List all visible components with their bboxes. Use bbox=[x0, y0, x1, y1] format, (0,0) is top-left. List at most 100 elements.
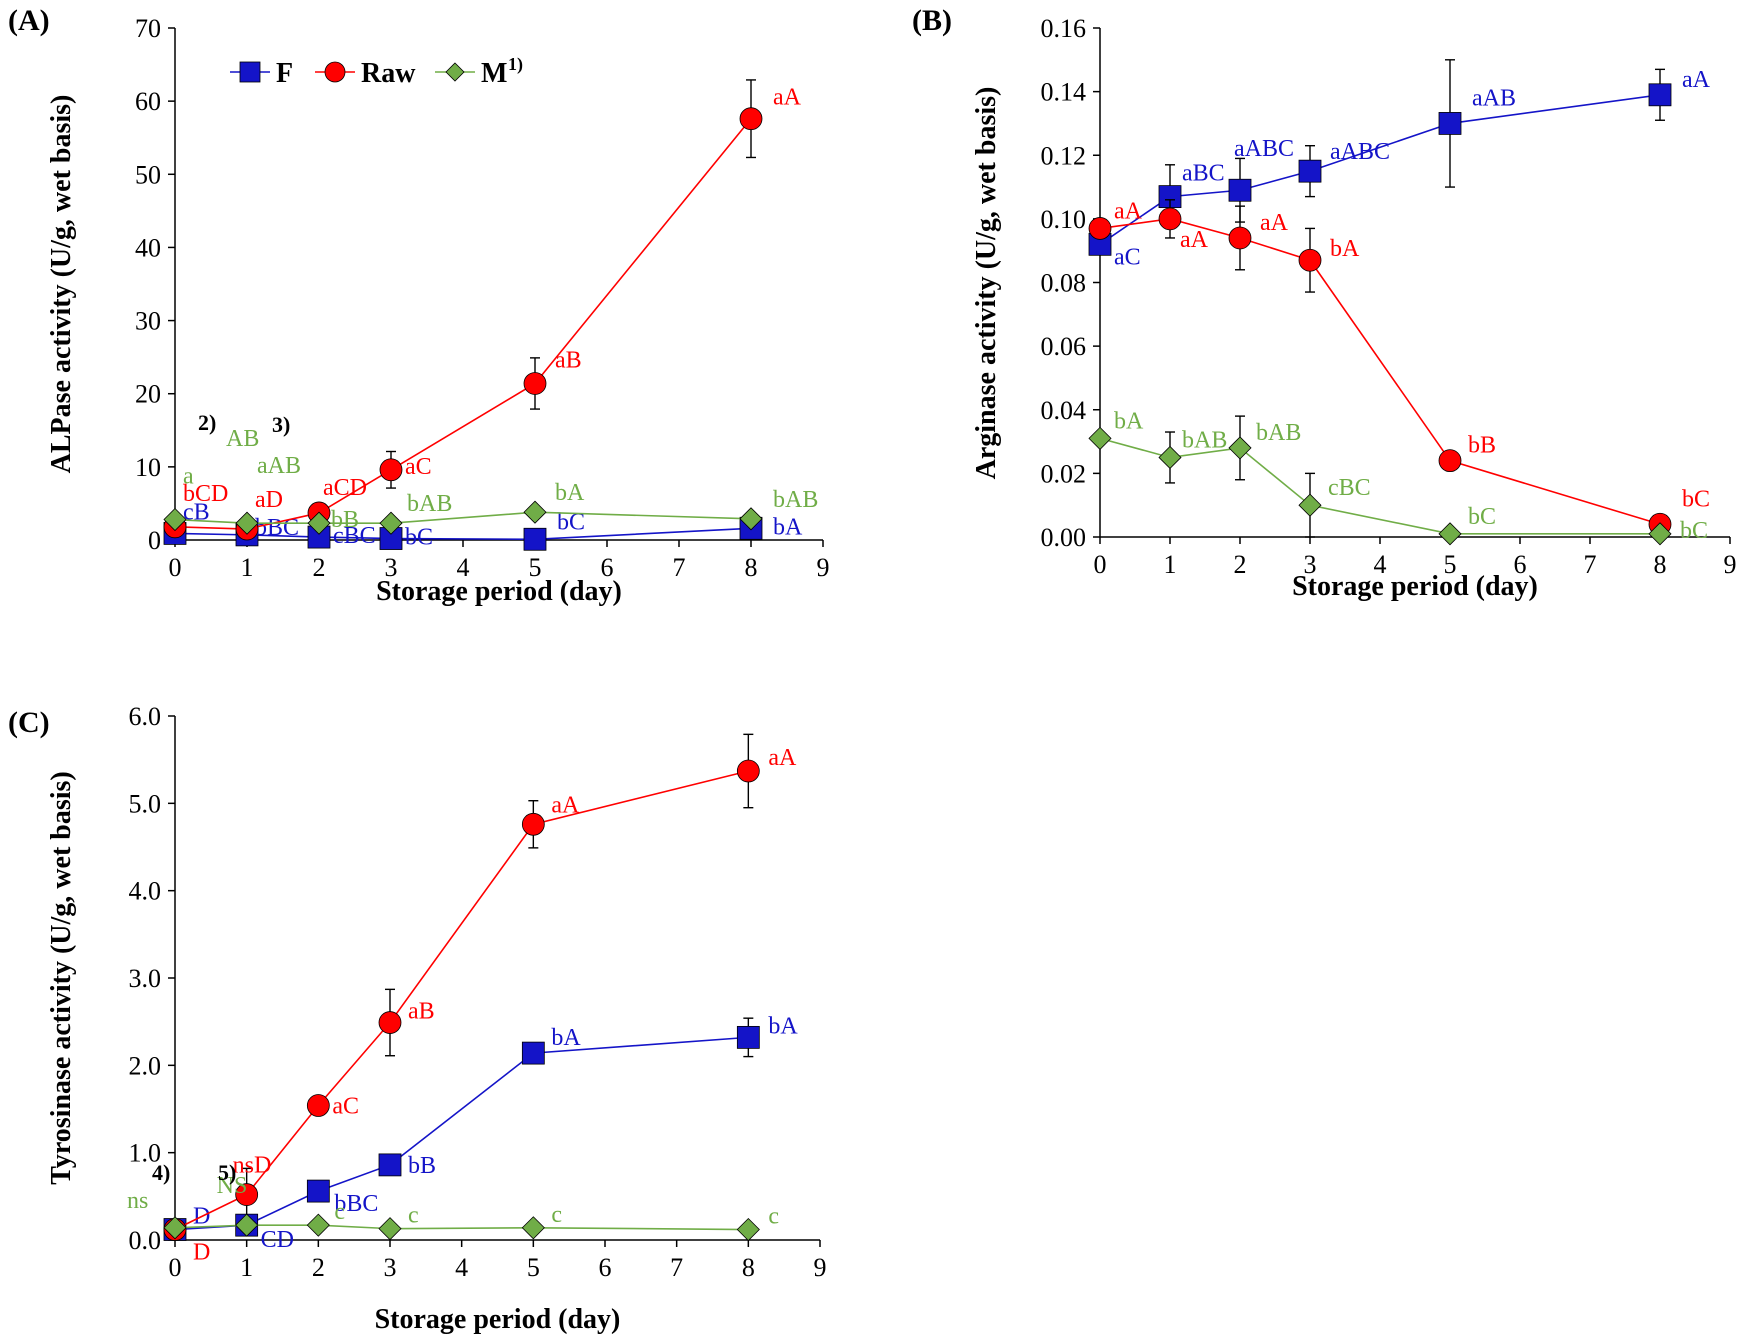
x-tick-label: 2 bbox=[1234, 550, 1247, 579]
data-label-f: aBC bbox=[1182, 161, 1225, 187]
y-tick-label: 1.0 bbox=[129, 1139, 162, 1168]
data-label-m: c bbox=[768, 1204, 779, 1230]
data-point-f bbox=[1648, 83, 1672, 107]
x-tick-label: 3 bbox=[1304, 550, 1317, 579]
x-tick-label: 9 bbox=[814, 1253, 827, 1282]
x-tick-label: 7 bbox=[1584, 550, 1597, 579]
y-tick-label: 30 bbox=[135, 307, 161, 336]
series-line-f bbox=[1099, 94, 1661, 245]
x-tick-label: 4 bbox=[457, 553, 470, 582]
y-tick-label: 0 bbox=[148, 526, 161, 555]
footnote-label: AB bbox=[226, 426, 259, 452]
data-point-m bbox=[736, 1217, 760, 1242]
series-m: a aAB bB bAB bA bAB bbox=[163, 453, 818, 535]
data-label-raw: aA bbox=[1114, 198, 1143, 224]
data-label-raw: bCD bbox=[183, 481, 228, 507]
data-label-raw: aA bbox=[1260, 210, 1289, 236]
legend-label: F bbox=[276, 58, 293, 89]
data-label-raw: aB bbox=[555, 347, 582, 373]
data-label-raw: aD bbox=[255, 487, 283, 513]
data-point-m bbox=[1088, 426, 1112, 450]
data-point-f bbox=[521, 1041, 545, 1065]
data-point-m bbox=[163, 507, 187, 532]
data-label-m: bB bbox=[331, 507, 359, 533]
data-point-m bbox=[235, 1213, 259, 1237]
data-label-m: bA bbox=[555, 480, 585, 506]
data-label-f: cBC bbox=[333, 523, 376, 549]
y-tick-label: 0.12 bbox=[1041, 141, 1087, 170]
x-axis-label: Storage period (day) bbox=[376, 576, 622, 607]
data-label-f: aA bbox=[1682, 67, 1711, 93]
y-tick-label: 0.06 bbox=[1041, 332, 1087, 361]
data-label-raw: bC bbox=[1682, 486, 1710, 512]
data-point-m bbox=[523, 500, 547, 524]
y-tick-label: 0.08 bbox=[1041, 269, 1087, 298]
series-m: ns NS c c c c bbox=[127, 1173, 779, 1242]
data-label-raw: nsD bbox=[233, 1153, 272, 1179]
data-label-f: bBC bbox=[334, 1191, 378, 1217]
panel-label: (C) bbox=[8, 706, 50, 739]
data-label-m: c bbox=[334, 1199, 345, 1225]
data-point-raw bbox=[1088, 217, 1112, 240]
x-tick-label: 0 bbox=[169, 553, 182, 582]
y-tick-label: 6.0 bbox=[129, 702, 162, 731]
data-point-raw bbox=[1438, 449, 1462, 473]
data-label-raw: aC bbox=[405, 454, 432, 480]
legend-marker bbox=[239, 61, 261, 83]
y-tick-label: 70 bbox=[135, 14, 161, 43]
x-tick-label: 1 bbox=[240, 1253, 253, 1282]
panel-label: (A) bbox=[8, 4, 50, 37]
data-label-m: bA bbox=[1114, 408, 1144, 434]
data-label-raw: aA bbox=[1180, 227, 1209, 253]
y-axis-label: ALPase activity (U/g, wet basis) bbox=[46, 95, 77, 474]
y-tick-label: 0.00 bbox=[1041, 523, 1087, 552]
data-label-m: NS bbox=[217, 1173, 248, 1199]
footnotes-panel-a: 2) AB 3) bbox=[198, 410, 290, 452]
data-label-f: bC bbox=[405, 525, 433, 551]
footnote-marker: 5) bbox=[218, 1160, 236, 1185]
x-tick-label: 9 bbox=[1724, 550, 1737, 579]
footnote-marker: 2) bbox=[198, 410, 216, 435]
data-point-m bbox=[235, 511, 259, 535]
x-axis-label: Storage period (day) bbox=[375, 1304, 621, 1335]
y-tick-label: 0.02 bbox=[1041, 459, 1087, 488]
legend-label: Raw bbox=[361, 58, 416, 89]
data-label-m: bAB bbox=[773, 487, 818, 513]
x-tick-label: 5 bbox=[1444, 550, 1457, 579]
series-line-raw bbox=[174, 118, 752, 530]
x-tick-label: 8 bbox=[745, 553, 758, 582]
data-label-m: cBC bbox=[1328, 475, 1371, 501]
x-tick-label: 1 bbox=[1164, 550, 1177, 579]
series-f: aC aBC aABC aABC aAB aA bbox=[1088, 59, 1711, 270]
data-label-m: ns bbox=[127, 1188, 148, 1214]
chart-panel-a: (A) 0 10 20 30 40 50 60 70 0 1 2 3 4 5 6 7 8 9 Storage peri… bbox=[8, 4, 830, 607]
y-tick-label: 0.0 bbox=[129, 1226, 162, 1255]
data-label-m: bC bbox=[1468, 504, 1496, 530]
data-point-f bbox=[1298, 159, 1322, 183]
x-tick-label: 2 bbox=[313, 553, 326, 582]
series-line-f bbox=[174, 1036, 749, 1231]
data-point-f bbox=[1228, 178, 1252, 202]
data-label-m: bAB bbox=[407, 491, 452, 517]
data-label-raw: aCD bbox=[323, 475, 367, 501]
data-point-m bbox=[1228, 436, 1252, 460]
data-point-m bbox=[521, 1216, 545, 1240]
data-label-f: bB bbox=[408, 1153, 436, 1179]
x-tick-label: 3 bbox=[384, 1253, 397, 1282]
data-point-f bbox=[1438, 112, 1462, 135]
data-label-f: aABC bbox=[1330, 139, 1390, 165]
legend-marker bbox=[445, 62, 465, 82]
x-tick-label: 5 bbox=[527, 1253, 540, 1282]
footnotes-panel-c: 4) 5) bbox=[152, 1160, 236, 1185]
data-point-m bbox=[378, 1217, 402, 1241]
x-tick-label: 3 bbox=[385, 553, 398, 582]
y-tick-label: 5.0 bbox=[129, 789, 162, 818]
x-tick-label: 6 bbox=[601, 553, 614, 582]
data-label-raw: aC bbox=[332, 1094, 359, 1120]
y-tick-label: 60 bbox=[135, 87, 161, 116]
data-point-raw bbox=[521, 812, 545, 836]
data-point-f bbox=[523, 527, 547, 551]
panel-label: (B) bbox=[912, 4, 952, 37]
y-tick-label: 0.14 bbox=[1041, 78, 1087, 107]
y-tick-label: 3.0 bbox=[129, 964, 162, 993]
